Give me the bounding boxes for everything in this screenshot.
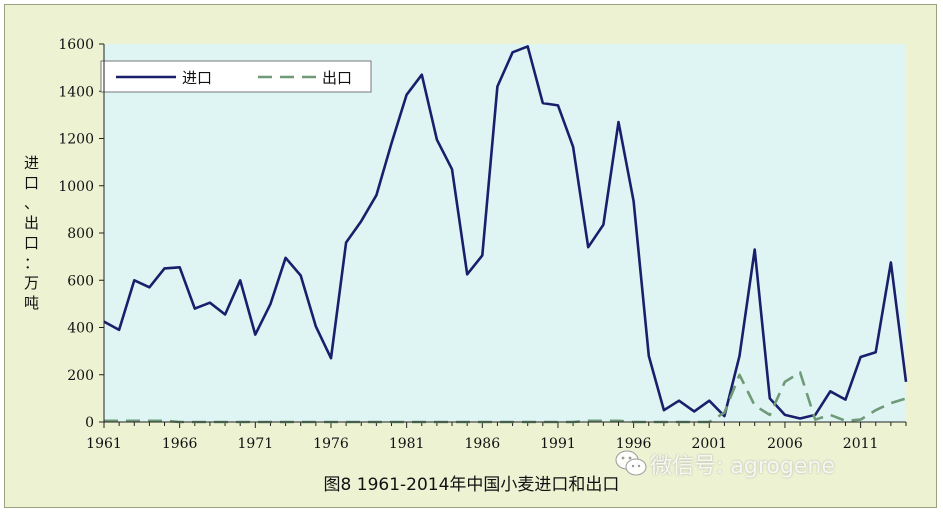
y-tick-label: 1000 [58, 179, 94, 195]
legend-label-export: 出口 [322, 69, 352, 87]
series-line-import [103, 45, 908, 420]
x-axis: 1961 1966 1971 1976 1981 1986 1991 1996 2001 2006… [86, 422, 907, 452]
legend: 进口 出口 [100, 60, 372, 93]
y-tick-label: 1200 [58, 132, 94, 148]
plot-area [104, 44, 906, 422]
y-axis-title-char: 、 [24, 194, 40, 212]
legend-label-import: 进口 [182, 69, 212, 87]
y-axis-title-char: ： [24, 254, 40, 272]
y-tick-label: 1600 [58, 37, 94, 53]
x-tick-label: 2001 [691, 436, 727, 452]
y-tick-label: 400 [67, 321, 94, 337]
y-axis-title-char: 吨 [24, 294, 40, 312]
x-tick-label: 1986 [464, 436, 500, 452]
x-tick-label: 1966 [162, 436, 198, 452]
x-tick-label: 1996 [616, 436, 652, 452]
y-axis: 0 200 400 600 800 1000 1200 1400 1600 [58, 37, 104, 431]
x-tick-label: 1976 [313, 436, 349, 452]
x-tick-label: 1971 [238, 436, 274, 452]
y-axis-title-char: 万 [24, 274, 40, 292]
y-axis-title-char: 口 [24, 174, 40, 192]
x-tick-label: 2011 [843, 436, 879, 452]
y-axis-title-char: 口 [24, 234, 40, 252]
y-axis-title-char: 进 [24, 154, 40, 172]
y-tick-label: 0 [85, 415, 94, 431]
x-tick-label: 1961 [86, 436, 122, 452]
y-tick-label: 800 [67, 226, 94, 242]
y-tick-label: 1400 [58, 84, 94, 100]
x-tick-label: 1991 [540, 436, 576, 452]
y-tick-label: 200 [67, 368, 94, 384]
x-tick-label: 2006 [767, 436, 803, 452]
x-tick-label: 1981 [389, 436, 425, 452]
y-axis-title-char: 出 [24, 214, 40, 232]
watermark-text: 微信号: agrogene [650, 454, 835, 479]
y-tick-label: 600 [67, 273, 94, 289]
chart-caption: 图8 1961-2014年中国小麦进口和出口 [323, 475, 620, 495]
